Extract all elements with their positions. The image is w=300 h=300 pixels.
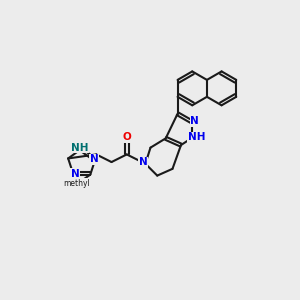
Text: O: O <box>122 133 131 142</box>
Text: NH: NH <box>188 133 205 142</box>
Text: methyl: methyl <box>63 178 89 188</box>
Text: N: N <box>90 154 98 164</box>
Text: N: N <box>190 116 199 127</box>
Text: N: N <box>139 157 148 167</box>
Text: NH: NH <box>71 143 88 153</box>
Text: N: N <box>70 169 79 179</box>
